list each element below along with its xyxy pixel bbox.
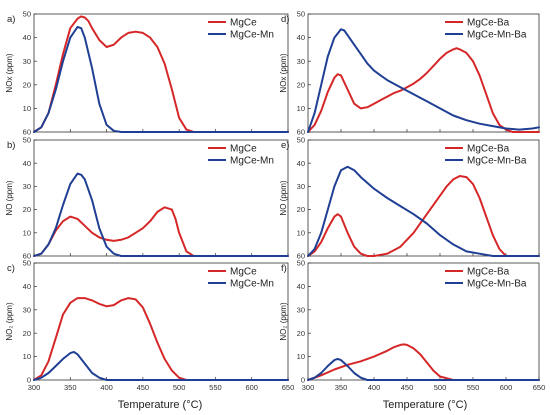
x-tick-label: 550 bbox=[209, 383, 222, 392]
y-tick-label: 40 bbox=[23, 33, 31, 42]
legend-label: MgCe-Mn-Ba bbox=[467, 156, 527, 167]
series-line-mgce bbox=[33, 206, 289, 257]
panel-label: c) bbox=[7, 263, 15, 274]
y-axis-label: NO (ppm) bbox=[279, 180, 288, 215]
series-line-mgce-mn-ba bbox=[307, 28, 540, 133]
y-tick-label: 30 bbox=[297, 57, 305, 66]
y-tick-label: 10 bbox=[297, 352, 305, 361]
legend-label: MgCe bbox=[230, 18, 257, 29]
series-line-mgce-ba bbox=[307, 47, 540, 133]
y-tick-label: 30 bbox=[23, 182, 31, 191]
series-line-mgce-mn-ba bbox=[307, 165, 540, 257]
y-tick-label: 40 bbox=[23, 159, 31, 168]
y-tick-label: 50 bbox=[23, 136, 31, 145]
x-tick-label: 600 bbox=[245, 383, 258, 392]
panel-label: f) bbox=[281, 263, 287, 274]
x-axis-label-left: Temperature (°C) bbox=[118, 399, 202, 411]
panel-c: 0 10 20 30 40 50 300 350 400 450 500 550 600 650 NO₂ (… bbox=[5, 259, 294, 392]
x-tick-label: 300 bbox=[28, 383, 41, 392]
plot-frame bbox=[307, 13, 540, 133]
series-line-mgce-mn bbox=[33, 172, 289, 257]
panel-label: e) bbox=[281, 140, 289, 151]
panel-f: 0 10 20 30 40 50 300 350 400 450 500 550 600 650 NO₂ (… bbox=[279, 259, 545, 392]
x-axis-label-right: Temperature (°C) bbox=[383, 399, 467, 411]
legend-label: MgCe bbox=[230, 267, 257, 278]
y-tick-label: 20 bbox=[297, 205, 305, 214]
legend-label: MgCe bbox=[230, 144, 257, 155]
legend-label: MgCe-Ba bbox=[467, 18, 510, 29]
y-tick-label: 60 bbox=[23, 252, 31, 261]
y-tick-label: 20 bbox=[23, 80, 31, 89]
series-line-mgce bbox=[33, 297, 289, 381]
y-tick-label: 10 bbox=[23, 352, 31, 361]
y-tick-label: 0 bbox=[301, 376, 305, 385]
y-tick-label: 40 bbox=[297, 282, 305, 291]
y-tick-label: 20 bbox=[297, 329, 305, 338]
x-tick-label: 350 bbox=[64, 383, 77, 392]
series-line-mgce-ba bbox=[307, 175, 540, 257]
y-tick-label: 10 bbox=[23, 228, 31, 237]
plot-frame bbox=[307, 139, 540, 257]
legend-label: MgCe-Mn-Ba bbox=[467, 30, 527, 41]
y-tick-label: 60 bbox=[297, 128, 305, 137]
y-axis-label: NOx (ppm) bbox=[279, 53, 288, 92]
x-tick-label: 600 bbox=[500, 383, 513, 392]
x-tick-label: 400 bbox=[100, 383, 113, 392]
legend-label: MgCe-Mn bbox=[230, 30, 274, 41]
y-tick-label: 50 bbox=[297, 136, 305, 145]
y-tick-label: 30 bbox=[297, 305, 305, 314]
series-line-mgce-mn bbox=[33, 350, 289, 381]
legend-label: MgCe-Mn bbox=[230, 279, 274, 290]
y-axis-label: NOx (ppm) bbox=[5, 53, 14, 92]
y-tick-label: 60 bbox=[297, 252, 305, 261]
legend-label: MgCe-Mn bbox=[230, 156, 274, 167]
y-axis-label: NO₂ (ppm) bbox=[5, 302, 14, 341]
x-tick-label: 500 bbox=[173, 383, 186, 392]
y-tick-label: 30 bbox=[297, 182, 305, 191]
y-tick-label: 40 bbox=[23, 282, 31, 291]
legend-label: MgCe-Mn-Ba bbox=[467, 279, 527, 290]
y-tick-label: 50 bbox=[23, 259, 31, 268]
y-tick-label: 50 bbox=[297, 259, 305, 268]
x-tick-label: 300 bbox=[302, 383, 315, 392]
x-tick-label: 650 bbox=[282, 383, 295, 392]
y-axis-label: NO (ppm) bbox=[5, 180, 14, 215]
y-tick-label: 20 bbox=[23, 205, 31, 214]
y-tick-label: 60 bbox=[23, 128, 31, 137]
series-line-mgce-mn-ba bbox=[307, 357, 540, 381]
x-tick-label: 450 bbox=[401, 383, 414, 392]
x-tick-label: 450 bbox=[137, 383, 150, 392]
x-tick-label: 650 bbox=[533, 383, 546, 392]
legend-label: MgCe-Ba bbox=[467, 267, 510, 278]
y-tick-label: 50 bbox=[297, 10, 305, 19]
panel-label: d) bbox=[281, 14, 289, 25]
y-axis-label: NO₂ (ppm) bbox=[279, 302, 288, 341]
y-tick-label: 10 bbox=[23, 104, 31, 113]
x-tick-label: 400 bbox=[368, 383, 381, 392]
y-tick-label: 30 bbox=[23, 305, 31, 314]
y-tick-label: 50 bbox=[23, 10, 31, 19]
y-tick-label: 0 bbox=[27, 376, 31, 385]
x-tick-label: 350 bbox=[335, 383, 348, 392]
y-tick-label: 10 bbox=[297, 228, 305, 237]
panel-label: a) bbox=[7, 14, 15, 25]
y-tick-label: 10 bbox=[297, 104, 305, 113]
y-tick-label: 40 bbox=[297, 159, 305, 168]
x-tick-label: 500 bbox=[434, 383, 447, 392]
legend-label: MgCe-Ba bbox=[467, 144, 510, 155]
y-tick-label: 20 bbox=[297, 80, 305, 89]
y-tick-label: 30 bbox=[23, 57, 31, 66]
y-tick-label: 20 bbox=[23, 329, 31, 338]
x-tick-label: 550 bbox=[467, 383, 480, 392]
y-tick-label: 40 bbox=[297, 33, 305, 42]
panel-label: b) bbox=[7, 140, 15, 151]
series-line-mgce-mn bbox=[33, 26, 289, 133]
